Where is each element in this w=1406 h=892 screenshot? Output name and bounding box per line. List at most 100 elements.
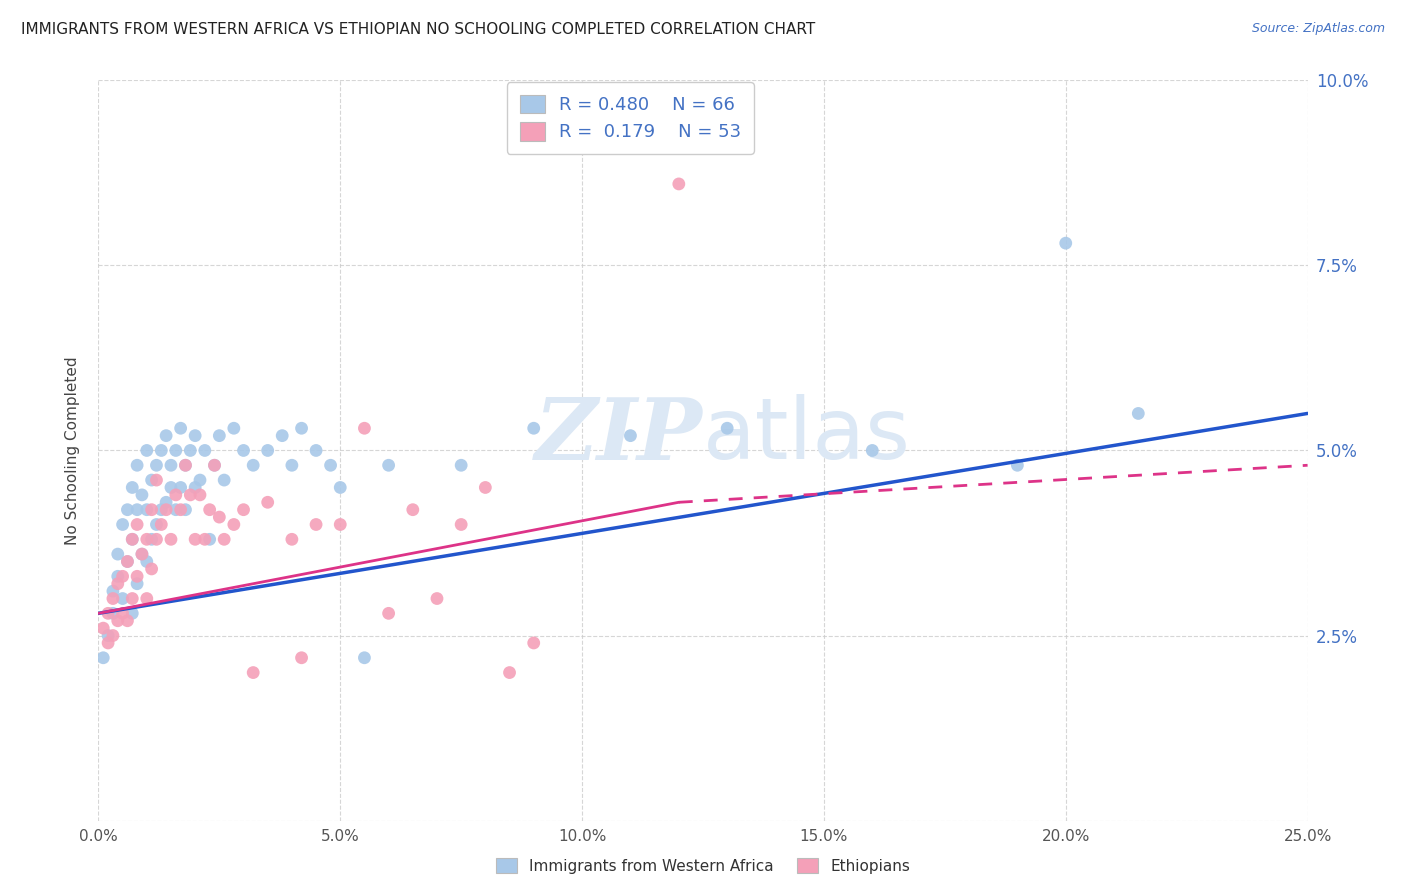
Point bbox=[184, 533, 207, 547]
Point bbox=[117, 614, 139, 628]
Point bbox=[141, 562, 163, 576]
Point bbox=[155, 428, 177, 442]
Point bbox=[204, 458, 226, 473]
Point bbox=[319, 458, 342, 473]
Point bbox=[145, 533, 167, 547]
Point bbox=[281, 533, 304, 547]
Point bbox=[155, 502, 177, 516]
Point bbox=[242, 665, 264, 680]
Point bbox=[619, 428, 641, 442]
Point bbox=[194, 533, 217, 547]
Point bbox=[305, 443, 328, 458]
Point bbox=[117, 502, 139, 516]
Point bbox=[271, 428, 294, 442]
Point bbox=[169, 502, 191, 516]
Point bbox=[1054, 236, 1077, 251]
Point bbox=[117, 554, 139, 569]
Point bbox=[111, 517, 134, 532]
Legend: Immigrants from Western Africa, Ethiopians: Immigrants from Western Africa, Ethiopia… bbox=[489, 852, 917, 880]
Point bbox=[290, 421, 312, 435]
Point bbox=[121, 481, 143, 495]
Point bbox=[121, 607, 143, 621]
Point bbox=[256, 443, 278, 458]
Point bbox=[121, 533, 143, 547]
Point bbox=[188, 473, 211, 487]
Point bbox=[222, 421, 245, 435]
Point bbox=[1007, 458, 1029, 473]
Point bbox=[101, 584, 124, 599]
Point bbox=[184, 481, 207, 495]
Point bbox=[155, 495, 177, 509]
Point bbox=[131, 488, 153, 502]
Point bbox=[141, 502, 163, 516]
Point bbox=[127, 569, 149, 583]
Point bbox=[150, 517, 173, 532]
Point bbox=[179, 488, 201, 502]
Point bbox=[150, 502, 173, 516]
Point bbox=[174, 458, 197, 473]
Point bbox=[165, 502, 187, 516]
Point bbox=[305, 517, 328, 532]
Point bbox=[169, 481, 191, 495]
Point bbox=[97, 636, 120, 650]
Point bbox=[135, 443, 157, 458]
Point bbox=[111, 569, 134, 583]
Point bbox=[107, 547, 129, 561]
Point bbox=[256, 495, 278, 509]
Point bbox=[212, 473, 235, 487]
Point bbox=[222, 517, 245, 532]
Point bbox=[281, 458, 304, 473]
Point bbox=[198, 533, 221, 547]
Point bbox=[450, 458, 472, 473]
Point bbox=[111, 591, 134, 606]
Point bbox=[212, 533, 235, 547]
Point bbox=[141, 473, 163, 487]
Point bbox=[135, 533, 157, 547]
Point bbox=[377, 458, 399, 473]
Point bbox=[101, 591, 124, 606]
Point bbox=[135, 554, 157, 569]
Point bbox=[179, 443, 201, 458]
Point bbox=[165, 488, 187, 502]
Text: atlas: atlas bbox=[703, 394, 911, 477]
Point bbox=[160, 458, 183, 473]
Point bbox=[135, 591, 157, 606]
Point bbox=[127, 502, 149, 516]
Point bbox=[127, 576, 149, 591]
Point bbox=[97, 628, 120, 642]
Legend: R = 0.480    N = 66, R =  0.179    N = 53: R = 0.480 N = 66, R = 0.179 N = 53 bbox=[508, 82, 754, 154]
Point bbox=[169, 421, 191, 435]
Point bbox=[353, 421, 375, 435]
Point bbox=[232, 443, 254, 458]
Point bbox=[107, 614, 129, 628]
Point bbox=[97, 607, 120, 621]
Point bbox=[91, 621, 114, 635]
Point bbox=[194, 443, 217, 458]
Point bbox=[198, 502, 221, 516]
Point bbox=[290, 650, 312, 665]
Point bbox=[1128, 407, 1150, 421]
Point bbox=[208, 510, 231, 524]
Point bbox=[111, 607, 134, 621]
Point bbox=[523, 421, 546, 435]
Point bbox=[204, 458, 226, 473]
Text: ZIP: ZIP bbox=[536, 394, 703, 477]
Point bbox=[121, 533, 143, 547]
Point bbox=[165, 443, 187, 458]
Point bbox=[329, 517, 352, 532]
Point bbox=[208, 428, 231, 442]
Point bbox=[145, 473, 167, 487]
Point bbox=[450, 517, 472, 532]
Text: Source: ZipAtlas.com: Source: ZipAtlas.com bbox=[1251, 22, 1385, 36]
Point bbox=[498, 665, 520, 680]
Point bbox=[150, 443, 173, 458]
Point bbox=[188, 488, 211, 502]
Point bbox=[353, 650, 375, 665]
Text: IMMIGRANTS FROM WESTERN AFRICA VS ETHIOPIAN NO SCHOOLING COMPLETED CORRELATION C: IMMIGRANTS FROM WESTERN AFRICA VS ETHIOP… bbox=[21, 22, 815, 37]
Point bbox=[402, 502, 425, 516]
Point bbox=[174, 502, 197, 516]
Point bbox=[127, 517, 149, 532]
Point bbox=[101, 607, 124, 621]
Point bbox=[523, 636, 546, 650]
Point bbox=[141, 533, 163, 547]
